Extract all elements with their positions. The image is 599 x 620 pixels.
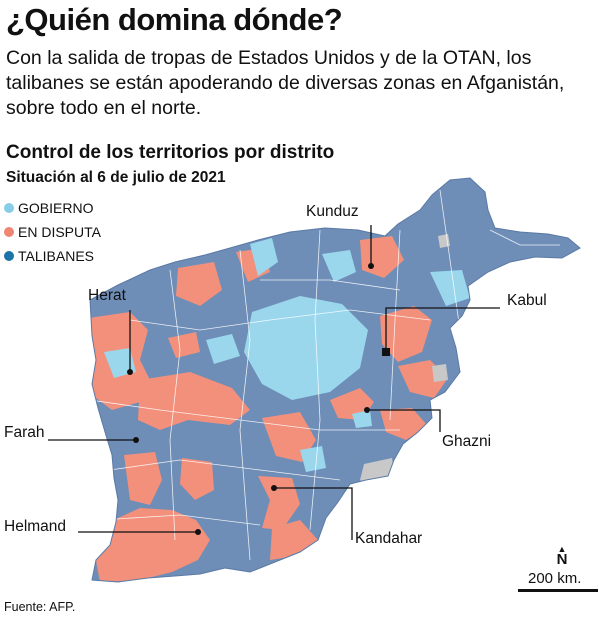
legend-item-gobierno: GOBIERNO <box>4 196 101 220</box>
marker-ghazni <box>364 407 370 413</box>
marker-helmand <box>195 529 201 535</box>
disputed-region-kandahar-south <box>270 520 318 560</box>
marker-kunduz <box>368 263 374 269</box>
disputed-region-farah-mid <box>124 452 162 505</box>
marker-herat <box>127 369 133 375</box>
disputed-region-southwest <box>92 508 210 582</box>
city-label-kunduz: Kunduz <box>306 203 359 220</box>
city-label-kabul: Kabul <box>507 292 547 309</box>
legend-swatch-en-disputa <box>4 227 14 237</box>
marker-farah <box>133 437 139 443</box>
deck-text: Con la salida de tropas de Estados Unido… <box>6 47 565 119</box>
government-region-south <box>300 446 326 472</box>
leader-ghazni <box>368 409 441 432</box>
government-region-west-mid <box>206 334 240 364</box>
district-borders <box>90 189 560 561</box>
disputed-region-helmand <box>180 458 214 500</box>
city-label-farah: Farah <box>4 424 45 441</box>
city-label-kandahar: Kandahar <box>355 530 423 547</box>
legend-label-gobierno: GOBIERNO <box>18 200 94 216</box>
city-markers <box>127 263 390 535</box>
map-date: Situación al 6 de julio de 2021 <box>6 169 226 186</box>
north-arrow-glyph-icon: ▲ <box>557 544 567 554</box>
government-region-northeast <box>430 270 470 306</box>
legend-label-talibanes: TALIBANES <box>18 248 94 264</box>
leader-lines <box>48 225 500 540</box>
north-label: N <box>556 551 568 568</box>
city-label-ghazni: Ghazni <box>442 433 492 450</box>
disputed-region-southeast <box>380 408 428 440</box>
country-outline <box>89 177 581 583</box>
marker-kandahar <box>271 485 277 491</box>
leader-kandahar <box>274 487 353 540</box>
source-credit: Fuente: AFP. <box>4 600 76 614</box>
legend-label-en-disputa: EN DISPUTA <box>18 224 101 240</box>
headline: ¿Quién domina dónde? <box>6 2 343 37</box>
government-region-north <box>250 238 278 276</box>
disputed-region-center-west <box>168 332 200 358</box>
legend-item-en-disputa: EN DISPUTA <box>4 220 101 244</box>
government-region-north-mid <box>322 250 356 282</box>
disputed-region-kabul-east <box>380 306 432 362</box>
legend-swatch-talibanes <box>4 251 14 261</box>
legend-swatch-gobierno <box>4 203 14 213</box>
disputed-region-north-west <box>176 262 222 306</box>
legend-item-talibanes: TALIBANES <box>4 244 101 268</box>
legend: GOBIERNO EN DISPUTA TALIBANES <box>4 196 101 268</box>
scale-label: 200 km. <box>528 570 582 587</box>
government-region-center <box>244 296 368 400</box>
scale-bar <box>518 589 598 592</box>
north-arrow-icon: ▲ N <box>555 544 569 568</box>
government-region-ghazni-small <box>352 410 372 428</box>
city-label-herat: Herat <box>88 287 126 304</box>
leader-kabul <box>385 307 500 352</box>
city-label-helmand: Helmand <box>4 518 67 535</box>
marker-kabul <box>382 348 390 356</box>
disputed-region-kandahar <box>258 476 300 530</box>
map-title: Control de los territorios por distrito <box>6 142 335 163</box>
disputed-region-herat-south <box>138 372 250 430</box>
nodata-region-east <box>432 364 448 382</box>
